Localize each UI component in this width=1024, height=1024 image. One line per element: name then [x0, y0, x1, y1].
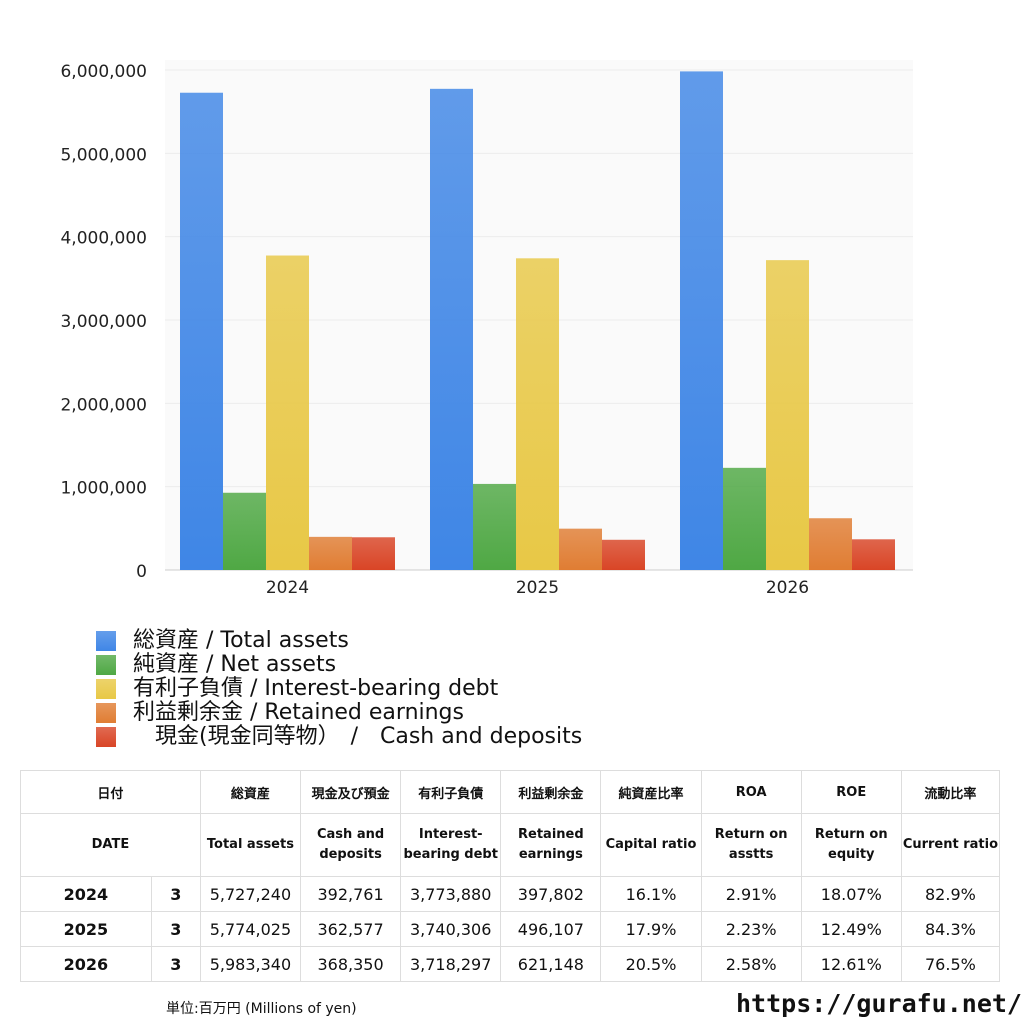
y-tick-label: 3,000,000: [60, 312, 147, 332]
bar-2024-s3: [309, 537, 352, 570]
x-tick-label: 2025: [516, 578, 559, 598]
y-tick-label: 4,000,000: [60, 229, 147, 249]
table-cell: 12.61%: [801, 947, 901, 982]
table-header-jp: 日付 総資産 現金及び預金 有利子負債 利益剰余金 純資産比率 ROA ROE 流動比率: [21, 771, 1000, 814]
table-cell: 84.3%: [901, 912, 999, 947]
table-cell: 20.5%: [601, 947, 701, 982]
legend-label: 利益剰余金 / Retained earnings: [133, 701, 464, 725]
table-cell: 17.9%: [601, 912, 701, 947]
table-cell: 5,774,025: [200, 912, 300, 947]
table-header-en: DATE Total assets Cash and deposits Interes…: [21, 814, 1000, 877]
table-cell: 3,740,306: [401, 912, 501, 947]
y-tick-label: 6,000,000: [60, 62, 147, 82]
legend-item: 純資産 / Net assets: [96, 653, 582, 677]
x-tick-label: 2024: [266, 578, 309, 598]
x-tick-label: 2026: [766, 578, 809, 598]
legend-swatch: [96, 703, 116, 723]
table-cell: Total assets: [200, 814, 300, 877]
table-cell: 流動比率: [901, 771, 999, 814]
table-cell: 16.1%: [601, 877, 701, 912]
legend-swatch: [96, 727, 116, 747]
table-cell: DATE: [21, 814, 201, 877]
legend-label: 純資産 / Net assets: [133, 653, 336, 677]
table-cell: 5,727,240: [200, 877, 300, 912]
table-cell: Return on equity: [801, 814, 901, 877]
bar-2024-s1: [223, 493, 266, 570]
bar-2024-s2: [266, 256, 309, 570]
table-cell: 総資産: [200, 771, 300, 814]
table-cell: 有利子負債: [401, 771, 501, 814]
table-cell: Interest-bearing debt: [401, 814, 501, 877]
table-cell: 18.07%: [801, 877, 901, 912]
legend-swatch: [96, 631, 116, 651]
table-cell: 3: [151, 877, 200, 912]
table-row: 2024 3 5,727,240 392,761 3,773,880 397,802 16.…: [21, 877, 1000, 912]
legend-label: 有利子負債 / Interest-bearing debt: [133, 677, 498, 701]
legend-item: 有利子負債 / Interest-bearing debt: [96, 677, 582, 701]
table-cell: 2024: [21, 877, 152, 912]
table-cell: 12.49%: [801, 912, 901, 947]
bar-2024-s0: [180, 93, 223, 570]
table-cell: 397,802: [501, 877, 601, 912]
table-cell: 621,148: [501, 947, 601, 982]
bar-2025-s1: [473, 484, 516, 570]
table-cell: ROE: [801, 771, 901, 814]
table-cell: 2.91%: [701, 877, 801, 912]
bar-2025-s0: [430, 89, 473, 570]
table-cell: 392,761: [301, 877, 401, 912]
table-cell: 3: [151, 947, 200, 982]
table-cell: 利益剰余金: [501, 771, 601, 814]
bar-2024-s4: [352, 537, 395, 570]
table-cell: 362,577: [301, 912, 401, 947]
table-cell: 5,983,340: [200, 947, 300, 982]
legend-swatch: [96, 655, 116, 675]
legend-label: 現金(現金同等物） / Cash and deposits: [133, 725, 582, 749]
bar-2026-s0: [680, 71, 723, 570]
y-tick-label: 5,000,000: [60, 145, 147, 165]
table-cell: 82.9%: [901, 877, 999, 912]
table-cell: 76.5%: [901, 947, 999, 982]
bar-2025-s4: [602, 540, 645, 570]
table-cell: 3,773,880: [401, 877, 501, 912]
table-cell: ROA: [701, 771, 801, 814]
table-cell: Retained earnings: [501, 814, 601, 877]
bar-2026-s3: [809, 518, 852, 570]
legend-item: 現金(現金同等物） / Cash and deposits: [96, 725, 582, 749]
table-cell: Current ratio: [901, 814, 999, 877]
bar-chart: 0 1,000,000 2,000,000 3,000,000 4,000,000 5,0…: [0, 0, 1024, 620]
unit-note: 単位:百万円 (Millions of yen): [166, 998, 357, 1018]
site-url: https://gurafu.net/: [736, 989, 1022, 1018]
legend-item: 総資産 / Total assets: [96, 629, 582, 653]
table-row: 2026 3 5,983,340 368,350 3,718,297 621,148 20.…: [21, 947, 1000, 982]
table-cell: 純資産比率: [601, 771, 701, 814]
financial-table: 日付 総資産 現金及び預金 有利子負債 利益剰余金 純資産比率 ROA ROE 流動比率 DATE…: [20, 770, 1000, 982]
bar-2025-s3: [559, 529, 602, 570]
y-tick-label: 1,000,000: [60, 479, 147, 499]
table-cell: 現金及び預金: [301, 771, 401, 814]
y-tick-label: 2,000,000: [60, 395, 147, 415]
table-cell: 3,718,297: [401, 947, 501, 982]
table-cell: 2.58%: [701, 947, 801, 982]
table-cell: 368,350: [301, 947, 401, 982]
table-row: 2025 3 5,774,025 362,577 3,740,306 496,107 17.…: [21, 912, 1000, 947]
table-cell: 日付: [21, 771, 201, 814]
table-cell: 496,107: [501, 912, 601, 947]
legend-label: 総資産 / Total assets: [133, 629, 349, 653]
bar-2026-s4: [852, 539, 895, 570]
table-cell: Capital ratio: [601, 814, 701, 877]
y-tick-label: 0: [136, 562, 147, 582]
bar-2026-s1: [723, 468, 766, 570]
legend-item: 利益剰余金 / Retained earnings: [96, 701, 582, 725]
table-cell: 3: [151, 912, 200, 947]
bar-2025-s2: [516, 258, 559, 570]
chart-legend: 総資産 / Total assets 純資産 / Net assets 有利子負債 …: [96, 629, 582, 749]
table-cell: 2.23%: [701, 912, 801, 947]
table-cell: Cash and deposits: [301, 814, 401, 877]
legend-swatch: [96, 679, 116, 699]
bar-2026-s2: [766, 260, 809, 570]
table-cell: Return on asstts: [701, 814, 801, 877]
table-cell: 2026: [21, 947, 152, 982]
table-cell: 2025: [21, 912, 152, 947]
